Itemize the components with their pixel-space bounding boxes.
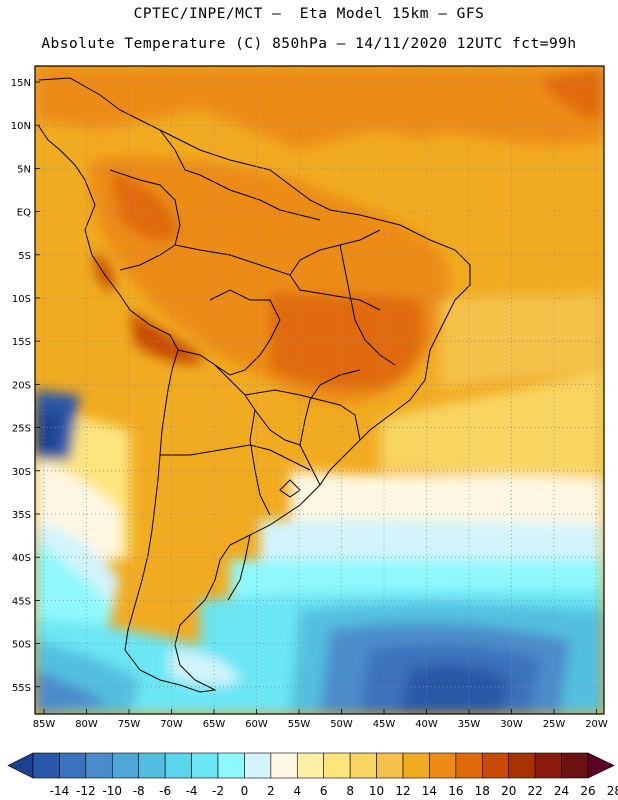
colorbar-swatch [296, 752, 325, 779]
lon-label: 25W [543, 719, 566, 730]
lat-label: 55S [12, 683, 31, 694]
colorbar-tick-label: -14 [50, 784, 70, 798]
colorbar [7, 752, 615, 779]
colorbar-tick-label: 12 [395, 784, 410, 798]
colorbar-swatch [85, 752, 113, 779]
colorbar-tick-label: -6 [159, 784, 171, 798]
colorbar-swatch [59, 752, 87, 779]
latitude-labels: 15N 10N 5N EQ 5S 10S 15S 20S 25S 30S 35S 40S 45S 50S 5… [11, 78, 31, 694]
lat-label: 5S [18, 251, 31, 262]
lat-label: 5N [17, 164, 31, 175]
longitude-labels: 85W 80W 75W 70W 65W 60W 55W 50W 45W 40W 35W 30W 25W 2… [33, 719, 608, 730]
lon-label: 75W [118, 719, 141, 730]
colorbar-tick-label: -2 [212, 784, 224, 798]
colorbar-tick-label: 18 [475, 784, 490, 798]
temperature-field [35, 66, 604, 714]
lon-label: 85W [33, 719, 56, 730]
colorbar-tick-label: -8 [133, 784, 145, 798]
colorbar-tick-label: -12 [76, 784, 96, 798]
colorbar-swatch [164, 752, 192, 779]
lat-label: 45S [12, 596, 31, 607]
colorbar-swatch [191, 752, 219, 779]
graticule [35, 66, 604, 714]
lon-label: 60W [245, 719, 268, 730]
lat-label: 10S [12, 294, 31, 305]
colorbar-tick-label: 4 [293, 784, 301, 798]
lon-label: 80W [75, 719, 98, 730]
lon-label: 50W [330, 719, 353, 730]
colorbar-tick-label: 16 [448, 784, 463, 798]
colorbar-swatch [455, 752, 483, 779]
lat-label: 30S [12, 467, 31, 478]
lat-label: 15S [12, 337, 31, 348]
colorbar-swatch [32, 752, 60, 779]
colorbar-tick-label: 0 [241, 784, 249, 798]
map-frame [34, 65, 605, 715]
lon-label: 20W [585, 719, 608, 730]
colorbar-tick-label: 6 [320, 784, 328, 798]
colorbar-tick-label: -4 [186, 784, 198, 798]
lat-label: 25S [12, 424, 31, 435]
lat-label: EQ [17, 208, 31, 219]
lat-label: 35S [12, 510, 31, 521]
colorbar-tick-label: 20 [501, 784, 516, 798]
colorbar-swatch [111, 752, 140, 779]
colorbar-tick-label: 28 [607, 784, 618, 798]
colorbar-tick-label: 14 [422, 784, 437, 798]
colorbar-swatch [270, 752, 298, 779]
colorbar-swatch [349, 752, 377, 779]
lat-label: 10N [11, 121, 31, 132]
colorbar-swatch [323, 752, 351, 779]
colorbar-tick-label: -10 [102, 784, 122, 798]
colorbar-swatch [244, 752, 272, 779]
lon-label: 70W [160, 719, 183, 730]
colorbar-swatch [481, 752, 510, 779]
lat-label: 15N [11, 78, 31, 89]
map-title-line1: CPTEC/INPE/MCT – Eta Model 15km – GFS [133, 6, 485, 22]
colorbar-tick-label: 8 [346, 784, 354, 798]
lat-label: 20S [12, 380, 31, 391]
colorbar-max-arrow [587, 752, 615, 779]
colorbar-swatch [138, 752, 166, 779]
colorbar-tick-label: 24 [554, 784, 569, 798]
lon-label: 45W [373, 719, 396, 730]
colorbar-tick-label: 10 [369, 784, 384, 798]
lat-label: 40S [12, 553, 31, 564]
lon-label: 30W [500, 719, 523, 730]
colorbar-tick-label: 22 [528, 784, 543, 798]
colorbar-swatch [217, 752, 245, 779]
lat-label: 50S [12, 640, 31, 651]
colorbar-swatch [534, 752, 562, 779]
colorbar-labels: -14 -12 -10 -8 -6 -4 -2 0 2 4 6 8 10 12 14 16 18 20 22 24 26… [50, 784, 618, 798]
colorbar-swatch [561, 752, 589, 779]
lon-label: 35W [458, 719, 481, 730]
lon-label: 40W [415, 719, 438, 730]
coastlines [37, 77, 471, 693]
colorbar-swatch [429, 752, 457, 779]
colorbar-swatch [376, 752, 404, 779]
map-title-line2: Absolute Temperature (C) 850hPa – 14/11/… [41, 36, 577, 52]
colorbar-swatch [508, 752, 536, 779]
colorbar-min-arrow [7, 752, 34, 779]
lon-label: 65W [203, 719, 226, 730]
colorbar-tick-label: 26 [580, 784, 595, 798]
colorbar-tick-label: 2 [267, 784, 275, 798]
lon-label: 55W [288, 719, 311, 730]
colorbar-swatch [402, 752, 430, 779]
